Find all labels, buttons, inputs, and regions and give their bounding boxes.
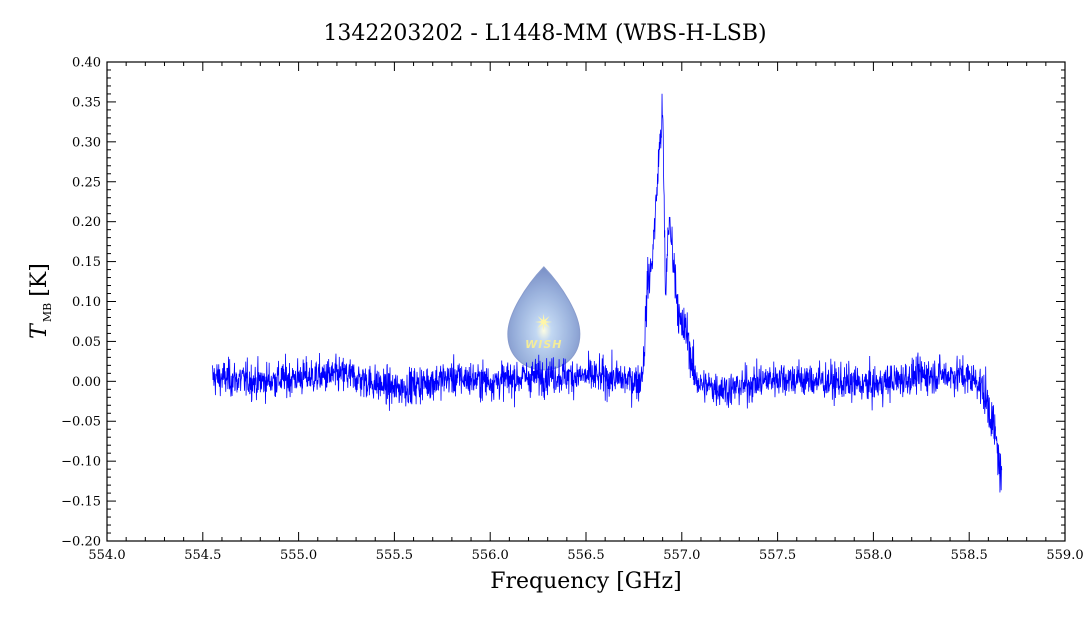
y-axis-label-main: T xyxy=(27,322,52,339)
x-tick-label: 558.0 xyxy=(855,548,892,563)
y-axis-label: TMB [K] xyxy=(27,263,54,339)
x-tick-label: 557.5 xyxy=(759,548,796,563)
x-tick-label: 557.0 xyxy=(663,548,700,563)
y-tick-labels: −0.20 −0.15 −0.10 −0.05 0.00 0.05 0.10 0.15 0.20… xyxy=(61,56,101,550)
y-tick-label: 0.05 xyxy=(72,335,101,350)
x-tick-label: 554.5 xyxy=(184,548,221,563)
y-tick-label: 0.15 xyxy=(72,255,101,270)
x-tick-label: 555.5 xyxy=(376,548,413,563)
axis-ticks xyxy=(106,61,1066,542)
x-tick-label: 558.5 xyxy=(951,548,988,563)
spectrum-line xyxy=(211,93,1003,493)
x-tick-labels: 554.0 554.5 555.0 555.5 556.0 556.5 557.0 557.5… xyxy=(88,548,1083,563)
x-tick-label: 556.5 xyxy=(567,548,604,563)
y-tick-label: −0.10 xyxy=(61,455,101,470)
x-tick-label: 559.0 xyxy=(1046,548,1083,563)
y-tick-label: 0.10 xyxy=(72,295,101,310)
x-axis-label: Frequency [GHz] xyxy=(490,569,682,594)
x-tick-label: 554.0 xyxy=(88,548,125,563)
y-tick-label: −0.05 xyxy=(61,415,101,430)
wish-logo: ✴ WISH xyxy=(507,266,581,371)
y-tick-label: 0.35 xyxy=(72,95,101,110)
series-line xyxy=(211,93,1003,493)
y-axis-label-sub: MB xyxy=(41,303,54,322)
y-tick-label: 0.00 xyxy=(72,375,101,390)
y-tick-label: 0.40 xyxy=(72,56,101,71)
y-tick-label: 0.25 xyxy=(72,175,101,190)
y-tick-label: −0.15 xyxy=(61,495,101,510)
y-axis-label-unit: [K] xyxy=(27,263,52,297)
plot-frame xyxy=(106,61,1066,542)
chart-title: 1342203202 - L1448-MM (WBS-H-LSB) xyxy=(323,21,766,46)
x-tick-label: 556.0 xyxy=(472,548,509,563)
y-tick-label: 0.30 xyxy=(72,135,101,150)
y-tick-label: 0.20 xyxy=(72,215,101,230)
x-tick-label: 555.0 xyxy=(280,548,317,563)
star-icon: ✴ xyxy=(535,311,553,336)
logo-text: WISH xyxy=(525,338,562,351)
y-tick-label: −0.20 xyxy=(61,535,101,550)
